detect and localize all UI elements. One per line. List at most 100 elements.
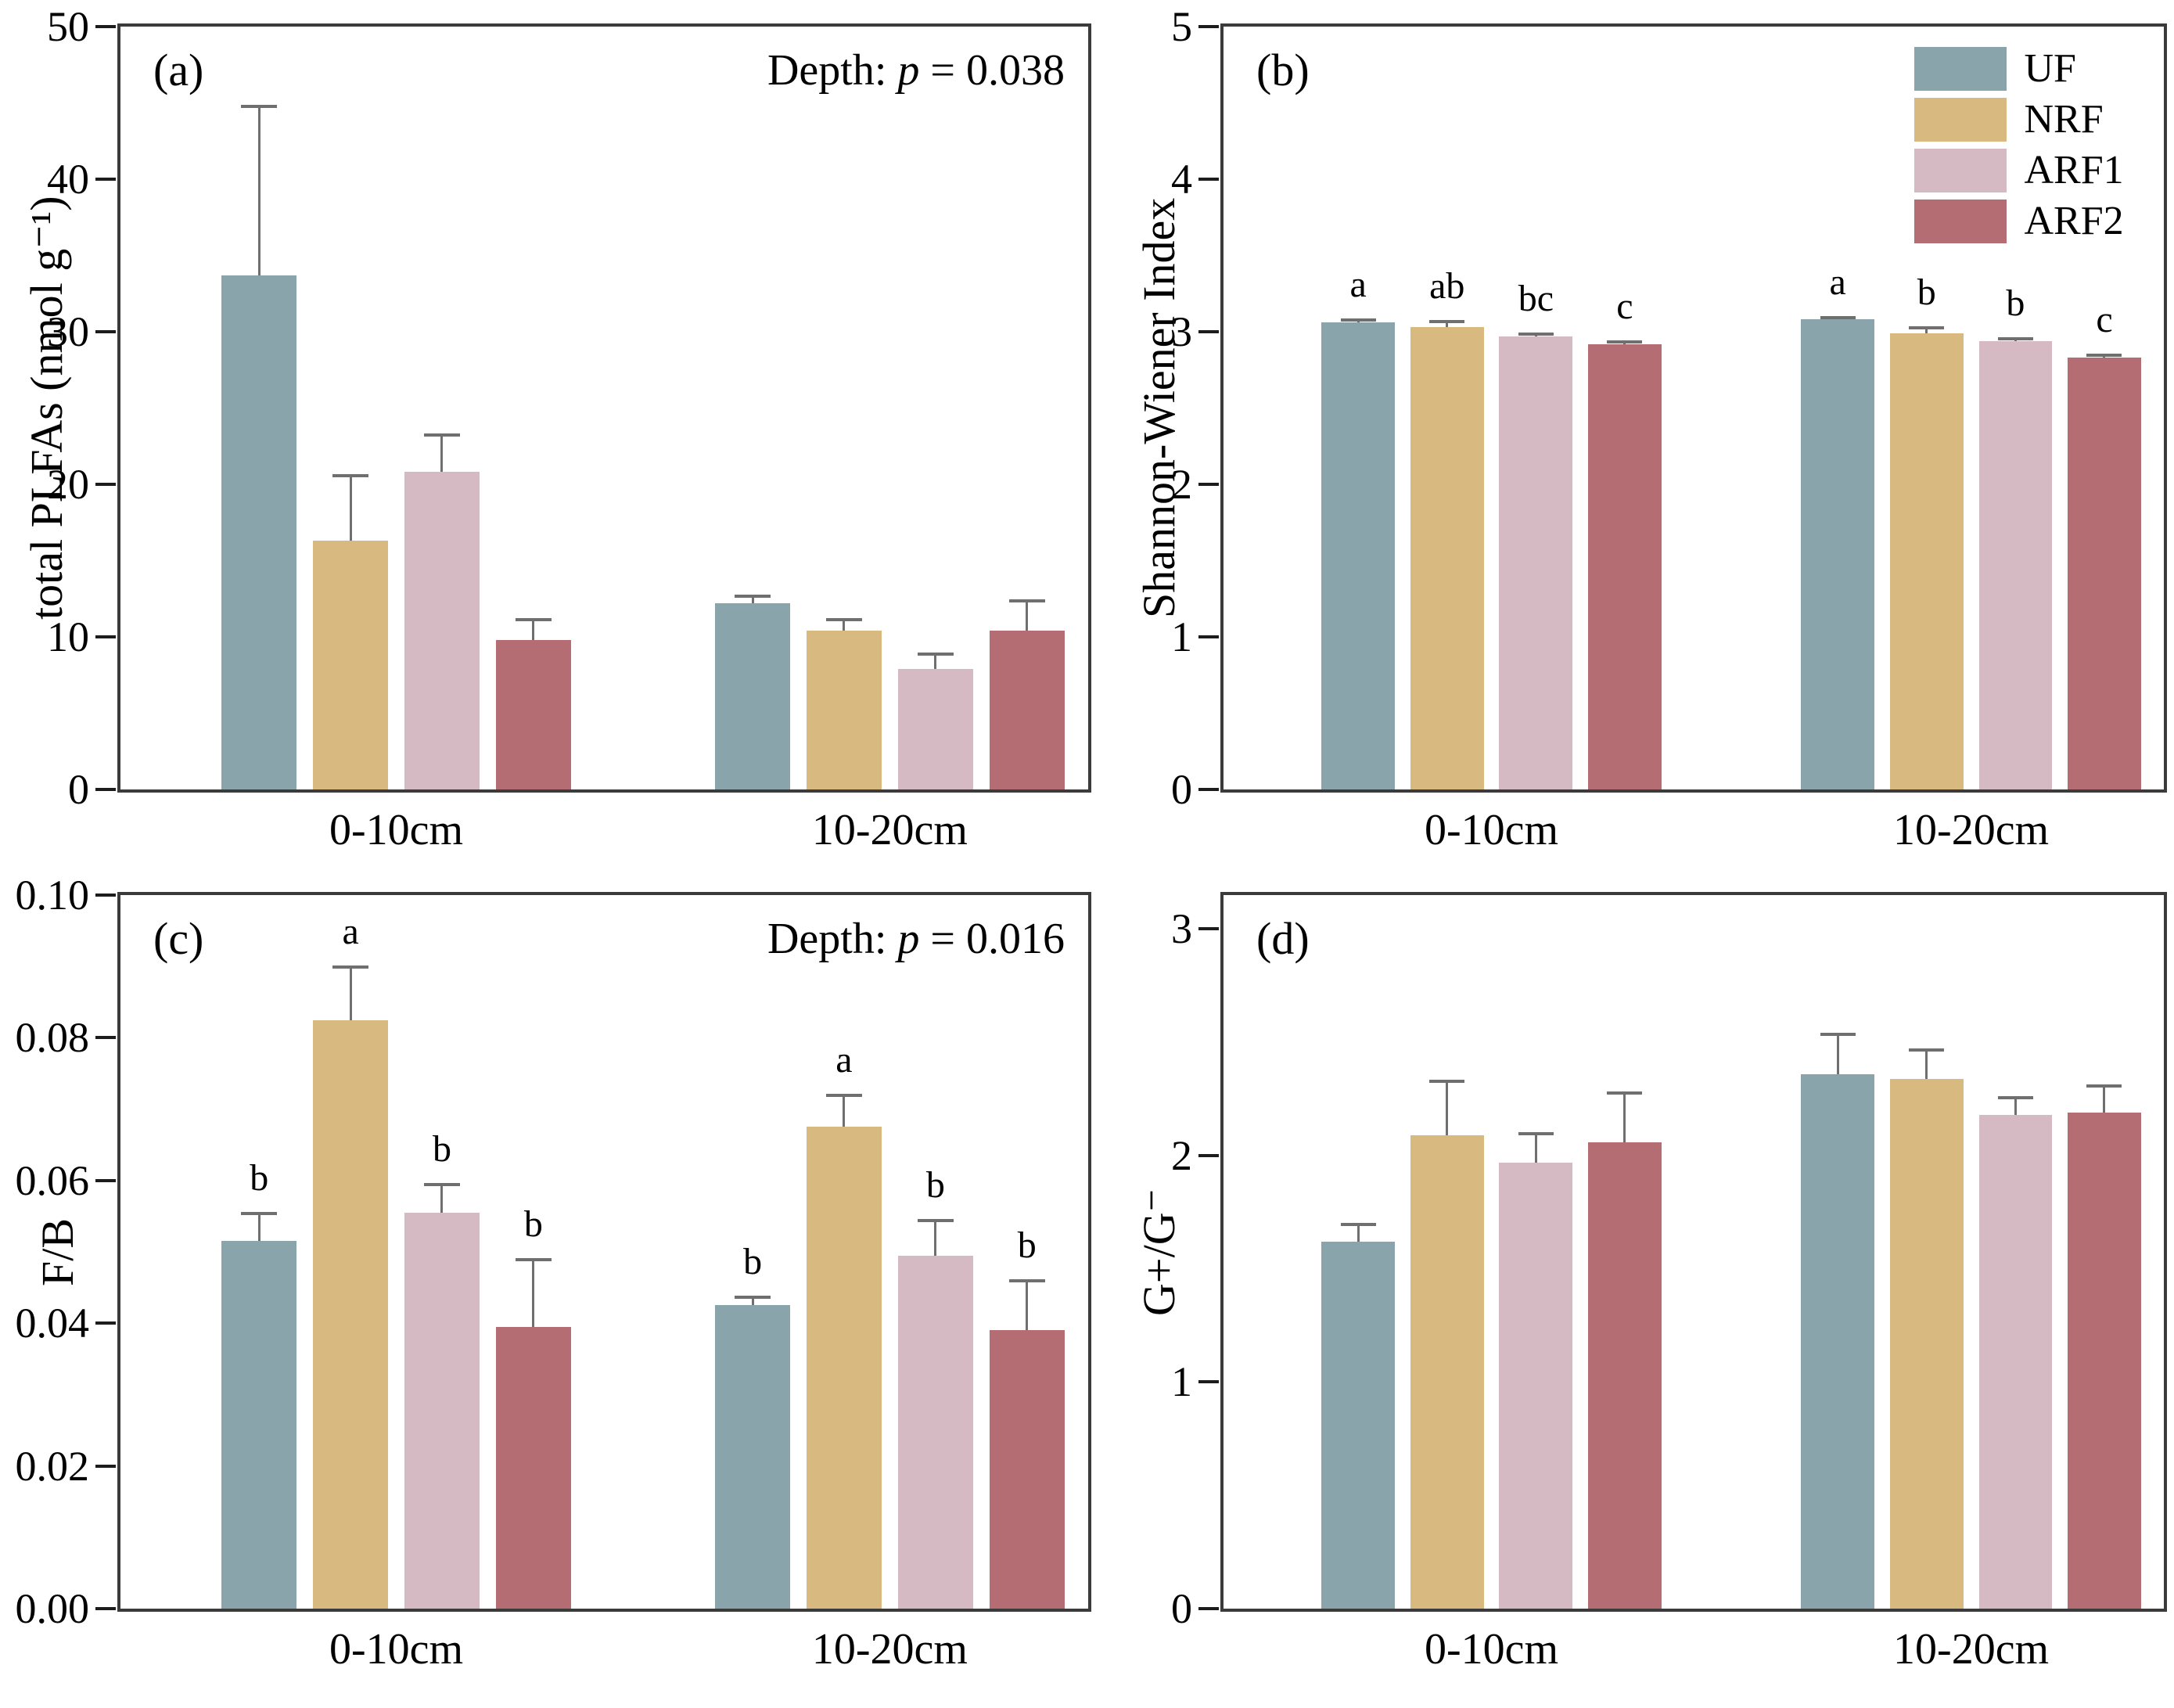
bar-uf-0-10cm	[1321, 1241, 1396, 1609]
error-bar-cap	[1820, 1032, 1856, 1036]
x-category-label: 10-20cm	[811, 806, 968, 854]
y-axis-tick-label: 3	[1171, 308, 1192, 355]
significance-letter: b	[250, 1156, 269, 1199]
significance-letter: b	[432, 1128, 451, 1170]
depth-p-annotation-a: Depth: p = 0.038	[767, 45, 1065, 95]
x-category-label: 10-20cm	[1893, 1625, 2050, 1674]
legend-label: UF	[2024, 46, 2076, 91]
error-bar-cap	[241, 1211, 278, 1215]
bar-nrf-10-20cm	[1889, 1078, 1964, 1609]
error-bar-cap	[1607, 340, 1643, 343]
legend-item-arf2: ARF2	[1914, 199, 2124, 243]
bar-arf1-10-20cm	[1978, 1114, 2053, 1609]
error-bar-cap	[1997, 336, 2033, 340]
significance-letter: b	[743, 1241, 763, 1283]
y-axis-tick-label: 1	[1171, 1358, 1192, 1406]
y-axis-tick	[1198, 1153, 1219, 1157]
x-category-label: 0-10cm	[329, 806, 464, 854]
y-axis-tick-label: 0.00	[15, 1585, 90, 1632]
y-axis-tick	[1198, 788, 1219, 791]
y-axis-tick-label: 50	[47, 3, 89, 50]
error-bar-line	[843, 1095, 846, 1127]
y-axis-tick	[95, 25, 116, 28]
y-axis-tick-label: 40	[47, 156, 89, 203]
bar-uf-10-20cm	[1801, 1073, 1875, 1609]
y-axis-tick	[95, 1036, 116, 1040]
significance-letter: b	[1017, 1224, 1037, 1267]
error-bar-cap	[1008, 1279, 1045, 1283]
annotation-p-symbol: p	[897, 46, 920, 95]
error-bar-line	[1836, 1033, 1839, 1074]
bar-nrf-10-20cm	[806, 1127, 882, 1609]
error-bar-line	[843, 618, 846, 631]
y-axis-tick	[1198, 330, 1219, 333]
depth-p-annotation-c: Depth: p = 0.016	[767, 914, 1065, 964]
error-bar-cap	[734, 595, 771, 599]
error-bar-cap	[1820, 315, 1856, 319]
bar-arf1-0-10cm	[404, 1212, 480, 1609]
plot-area-d: (d) 0 1 2 3	[1171, 892, 2167, 1631]
error-bar-line	[2014, 1096, 2017, 1115]
error-bar-cap	[1518, 1132, 1554, 1135]
error-bar-cap	[825, 617, 863, 621]
significance-letter: c	[1616, 285, 1633, 327]
error-bar-cap	[423, 1183, 461, 1187]
error-bar-line	[1026, 600, 1029, 631]
significance-letter: b	[523, 1203, 543, 1246]
panel-letter-d: (d)	[1256, 913, 1310, 964]
error-bar-cap	[1429, 1080, 1465, 1084]
y-axis-tick-label: 3	[1171, 905, 1192, 953]
y-axis-tick	[95, 1607, 116, 1610]
bar-nrf-0-10cm	[312, 541, 389, 789]
bar-uf-0-10cm	[1321, 322, 1396, 789]
error-bar-cap	[1340, 318, 1376, 322]
y-axis-tick	[95, 1464, 116, 1468]
error-bar-cap	[2086, 354, 2122, 358]
y-axis-tick-label: 5	[1171, 3, 1192, 50]
error-bar-line	[1925, 327, 1928, 333]
error-bar-cap	[515, 617, 552, 621]
y-axis-tick-label: 30	[47, 308, 89, 355]
error-bar-line	[1357, 1223, 1360, 1242]
legend-label: ARF1	[2024, 148, 2124, 192]
error-bar-cap	[423, 433, 461, 437]
significance-letter: b	[1917, 271, 1936, 314]
panel-letter-a: (a)	[153, 45, 204, 95]
annotation-p-symbol: p	[897, 915, 920, 963]
bar-arf2-0-10cm	[1588, 1142, 1662, 1609]
error-bar-cap	[2086, 1084, 2122, 1088]
plot-area-c: (c) Depth: p = 0.016 0.00 0.02 0.04 0.06 0.0…	[16, 873, 1091, 1631]
annotation-value: = 0.038	[919, 46, 1065, 95]
bar-arf2-0-10cm	[495, 1326, 572, 1609]
y-axis-tick-label: 4	[1171, 156, 1192, 203]
bar-arf1-10-20cm	[1978, 340, 2053, 789]
error-bar-line	[2103, 1085, 2106, 1113]
error-bar-cap	[241, 105, 278, 109]
panel-letter-c: (c)	[153, 913, 204, 964]
significance-letter: a	[1349, 264, 1367, 306]
bar-nrf-0-10cm	[1410, 1134, 1484, 1609]
error-bar-cap	[332, 474, 369, 478]
x-category-label: 10-20cm	[1893, 806, 2050, 854]
legend-label: ARF2	[2024, 199, 2124, 243]
error-bar-line	[1925, 1048, 1928, 1079]
error-bar-line	[1623, 1091, 1626, 1142]
bar-arf2-10-20cm	[989, 1330, 1065, 1609]
bar-nrf-0-10cm	[312, 1019, 389, 1609]
y-axis-tick	[1198, 25, 1219, 28]
bar-arf1-10-20cm	[897, 1255, 974, 1609]
plot-area-a: (a) Depth: p = 0.038 0 10 20 30 40 50	[47, 5, 1091, 811]
error-bar-line	[1026, 1280, 1029, 1331]
significance-letter: a	[1829, 261, 1846, 303]
error-bar-cap	[1429, 320, 1465, 324]
bar-arf2-0-10cm	[1588, 343, 1662, 789]
y-axis-tick-label: 0.10	[15, 872, 90, 919]
y-axis-tick-label: 0.06	[15, 1156, 90, 1204]
error-bar-line	[532, 1259, 535, 1327]
plot-area-b: (b) UF NRF ARF1 ARF2 0 1 2 3 4 5 a a ab b bc b c c	[1171, 5, 2167, 811]
y-axis-tick	[1198, 483, 1219, 486]
legend-swatch-uf	[1914, 47, 2007, 91]
annotation-prefix: Depth:	[767, 915, 898, 963]
y-axis-tick	[95, 1321, 116, 1325]
